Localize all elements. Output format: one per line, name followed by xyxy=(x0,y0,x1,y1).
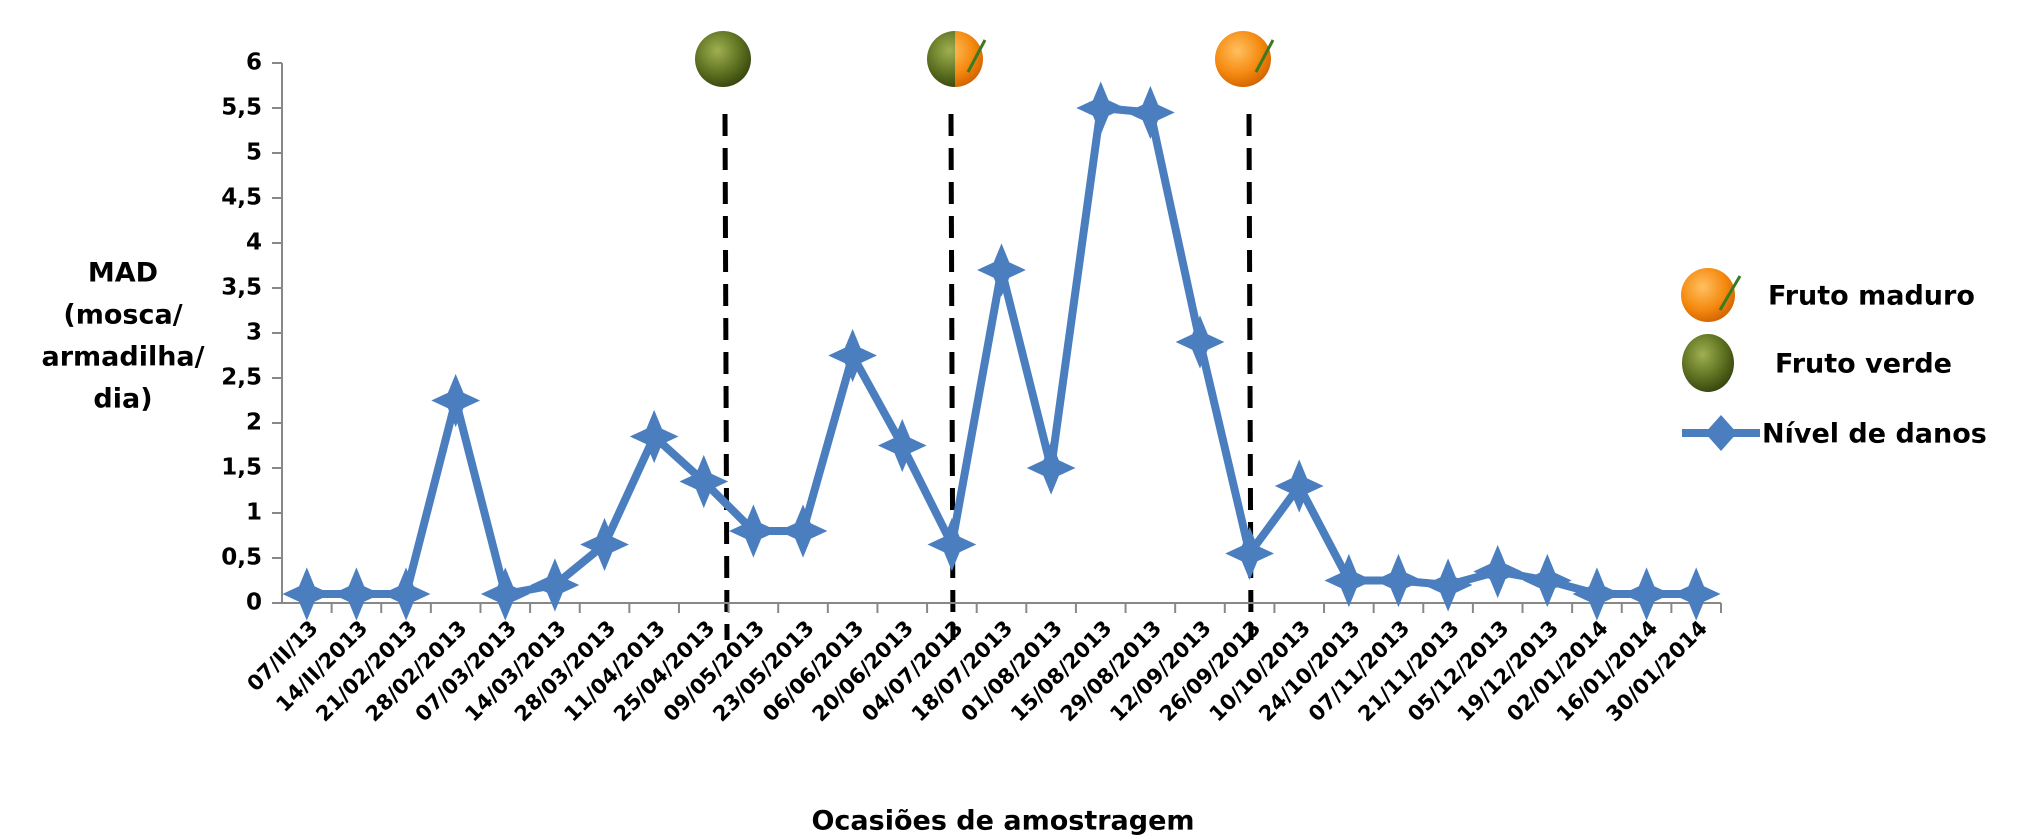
data-point xyxy=(1575,570,1619,618)
legend-ripe-icon xyxy=(1681,268,1735,322)
data-point xyxy=(285,570,329,618)
y-tick-label: 4,5 xyxy=(221,185,262,211)
data-point xyxy=(1178,318,1222,366)
data-point xyxy=(1128,89,1172,137)
y-tick-label: 3,5 xyxy=(221,275,262,301)
data-point xyxy=(1029,444,1073,492)
y-tick-label: 6 xyxy=(246,50,262,76)
y-tick-label: 5 xyxy=(246,140,262,166)
data-point xyxy=(980,246,1024,294)
y-tick-label: 1 xyxy=(246,500,262,526)
legend-label: Fruto maduro xyxy=(1768,281,1975,312)
y-tick-label: 5,5 xyxy=(221,95,262,121)
data-point xyxy=(930,521,974,569)
y-tick-label: 2 xyxy=(246,410,262,436)
legend-marker xyxy=(1705,415,1737,451)
data-point xyxy=(880,422,924,470)
data-point xyxy=(1327,557,1371,605)
data-point xyxy=(1079,84,1123,132)
data-point xyxy=(483,570,527,618)
event-lines xyxy=(725,114,1251,640)
legend-green-icon xyxy=(1682,334,1734,392)
chart: Fruto maduro Fruto verde Ocasiões de amo… xyxy=(0,0,2029,839)
y-axis-label: (mosca/ xyxy=(63,300,182,331)
data-point xyxy=(831,332,875,380)
data-point xyxy=(781,507,825,555)
y-axis-label: MAD xyxy=(88,258,158,289)
data-point xyxy=(384,570,428,618)
data-point xyxy=(1625,570,1669,618)
legend-label: Fruto verde xyxy=(1775,349,1952,380)
data-point xyxy=(1525,557,1569,605)
y-tick-label: 2,5 xyxy=(221,365,262,391)
data-point xyxy=(1476,548,1520,596)
data-point xyxy=(434,377,478,425)
y-tick-label: 4 xyxy=(246,230,262,256)
series-line xyxy=(307,108,1696,594)
event-line xyxy=(725,114,727,640)
green-fruit-icon xyxy=(695,31,751,87)
y-axis-label: dia) xyxy=(93,384,152,415)
y-tick-label: 1,5 xyxy=(221,455,262,481)
y-tick-label: 0,5 xyxy=(221,545,262,571)
legend-label: Nível de danos xyxy=(1762,419,1987,450)
fruit-icons xyxy=(695,31,1273,87)
y-tick-label: 0 xyxy=(246,590,262,616)
y-axis-label: armadilha/ xyxy=(41,342,204,373)
data-point xyxy=(334,570,378,618)
data-point xyxy=(1426,561,1470,609)
data-point xyxy=(1376,557,1420,605)
data-point xyxy=(1674,570,1718,618)
y-tick-label: 3 xyxy=(246,320,262,346)
x-axis-label: Ocasiões de amostragem xyxy=(811,806,1194,837)
